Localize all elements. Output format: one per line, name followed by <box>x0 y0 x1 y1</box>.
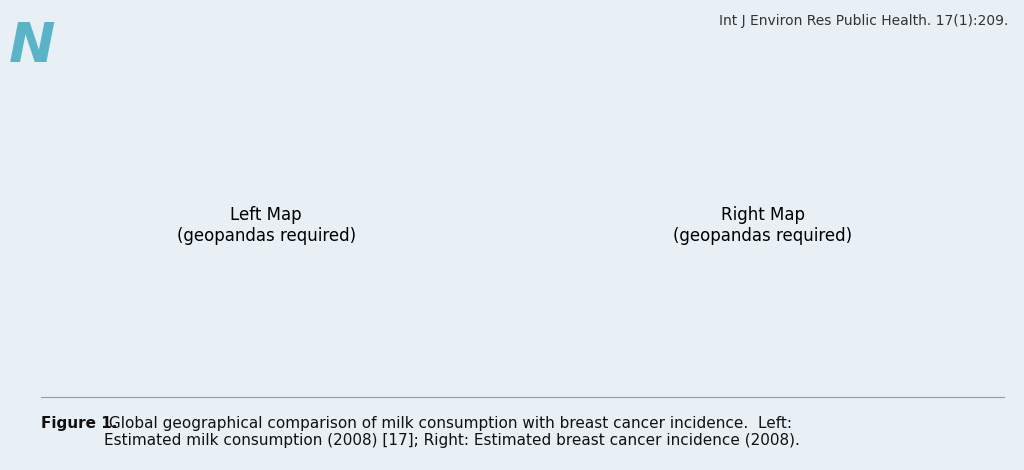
Text: N: N <box>8 20 55 74</box>
Text: Int J Environ Res Public Health. 17(1):209.: Int J Environ Res Public Health. 17(1):2… <box>719 14 1009 28</box>
Text: Right Map
(geopandas required): Right Map (geopandas required) <box>674 206 852 245</box>
Text: Left Map
(geopandas required): Left Map (geopandas required) <box>177 206 355 245</box>
Text: Global geographical comparison of milk consumption with breast cancer incidence.: Global geographical comparison of milk c… <box>104 416 801 448</box>
Text: Figure 1.: Figure 1. <box>41 416 118 431</box>
